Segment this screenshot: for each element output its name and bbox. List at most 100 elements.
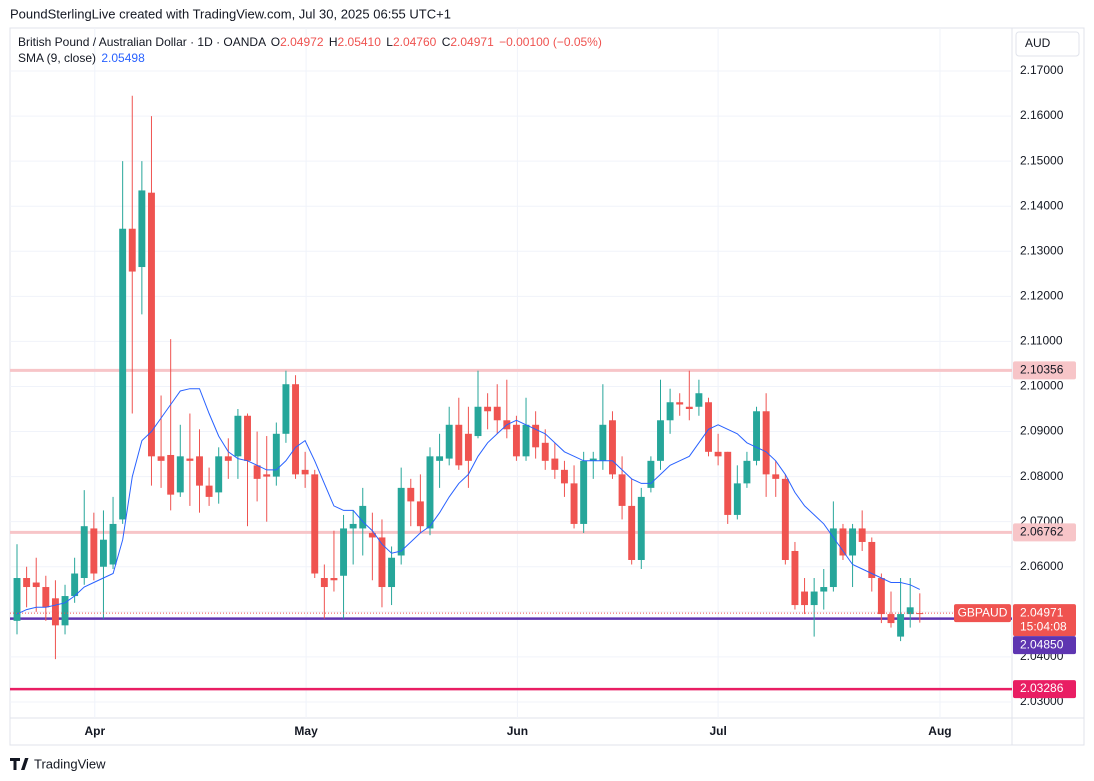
candle-body xyxy=(263,474,271,477)
currency[interactable]: AUD xyxy=(1025,36,1051,50)
candle-body xyxy=(551,458,559,470)
h-value: 2.05410 xyxy=(338,35,382,49)
candle-body xyxy=(148,192,155,457)
countdown-label: 15:04:08 xyxy=(1020,619,1067,633)
candle-body xyxy=(705,402,712,452)
o-value: 2.04972 xyxy=(280,35,324,49)
candle-body xyxy=(724,451,732,515)
candle-body xyxy=(416,501,424,527)
candle-body xyxy=(829,528,837,588)
candle-body xyxy=(167,454,175,495)
candle-body xyxy=(407,487,415,502)
sma-legend: SMA (9, close) 2.05498 xyxy=(18,51,145,65)
candle-body xyxy=(858,528,866,542)
x-tick-label: Jun xyxy=(507,724,528,738)
level-label-box xyxy=(1013,680,1076,699)
sma-line xyxy=(16,388,921,615)
candle-body xyxy=(436,456,444,461)
candle-body xyxy=(580,460,588,524)
candle-body xyxy=(426,456,434,529)
candle-body xyxy=(99,539,107,567)
plot xyxy=(10,95,1012,691)
candle-body xyxy=(772,474,780,479)
candle-body xyxy=(868,541,876,579)
candle-body xyxy=(109,523,117,565)
candle-body xyxy=(541,442,549,461)
currency-button[interactable] xyxy=(1015,31,1080,57)
candle-body xyxy=(301,469,309,475)
candle-body xyxy=(244,415,251,461)
candle-body xyxy=(292,384,299,475)
candle-body xyxy=(753,411,760,461)
candle-body xyxy=(493,406,501,421)
footer-logo: TradingView xyxy=(10,756,106,771)
header: PoundSterlingLive created with TradingVi… xyxy=(10,6,451,21)
candle-body xyxy=(695,393,703,407)
level-label: 2.10356 xyxy=(1020,363,1064,377)
candle-body xyxy=(215,456,223,493)
candle-body xyxy=(609,420,616,475)
candle-body xyxy=(849,528,857,556)
candle-body xyxy=(599,424,607,461)
level-label: 2.06762 xyxy=(1020,525,1064,539)
candle-body xyxy=(877,578,885,615)
candle-body xyxy=(272,433,280,477)
candle-body xyxy=(906,607,914,615)
x-tick-label: Aug xyxy=(928,724,951,738)
candle-body xyxy=(378,537,386,588)
candle-body xyxy=(810,591,818,606)
candle-body xyxy=(196,456,203,486)
level-label-box xyxy=(1013,361,1076,380)
candle-body xyxy=(253,465,261,479)
candle-body xyxy=(743,460,751,484)
candle-body xyxy=(397,487,405,556)
change: −0.00100 (−0.05%) xyxy=(499,35,602,49)
y-tick-label: 2.17000 xyxy=(1020,63,1064,77)
candle-body xyxy=(282,384,290,434)
level-label-box xyxy=(1013,636,1076,655)
candle-body xyxy=(42,587,50,608)
candle-body xyxy=(897,614,905,637)
grid xyxy=(10,28,1012,718)
level-label-box xyxy=(1013,523,1076,542)
candle-body xyxy=(311,474,319,574)
candle-body xyxy=(560,469,568,484)
o-label: O xyxy=(271,35,280,49)
candle-body xyxy=(474,406,482,437)
candle-body xyxy=(205,485,213,497)
candle-body xyxy=(464,433,472,461)
symbol-label: GBPAUD xyxy=(958,605,1008,619)
h-label: H xyxy=(329,35,338,49)
candle-body xyxy=(157,456,165,461)
candle-body xyxy=(234,415,242,457)
candle-body xyxy=(359,505,367,529)
last-price-box xyxy=(1013,604,1076,637)
candle-body xyxy=(80,526,88,579)
l-value: 2.04760 xyxy=(393,35,437,49)
y-tick-label: 2.16000 xyxy=(1020,108,1064,122)
candle-body xyxy=(368,532,376,538)
candle-body xyxy=(51,598,59,626)
candle-body xyxy=(128,228,136,272)
candle-body xyxy=(484,406,492,412)
y-tick-label: 2.13000 xyxy=(1020,243,1064,257)
candle-body xyxy=(61,596,69,626)
candle-body xyxy=(887,614,895,624)
candle-body xyxy=(119,228,127,520)
last-price-label: 2.04971 xyxy=(1020,605,1064,619)
candle-body xyxy=(522,424,530,457)
candle-body xyxy=(820,587,828,592)
candle-body xyxy=(714,451,722,457)
candle-body xyxy=(90,528,98,574)
l-label: L xyxy=(386,35,393,49)
candle-body xyxy=(349,523,357,529)
footer-text: TradingView xyxy=(34,756,106,771)
candle-body xyxy=(176,456,184,493)
candle-body xyxy=(340,528,348,576)
axes: 2.030002.040002.050002.060002.070002.080… xyxy=(84,63,1076,738)
y-tick-label: 2.12000 xyxy=(1020,289,1064,303)
candle-body xyxy=(224,456,232,461)
candle-body xyxy=(618,474,626,506)
candle-body xyxy=(647,460,655,488)
